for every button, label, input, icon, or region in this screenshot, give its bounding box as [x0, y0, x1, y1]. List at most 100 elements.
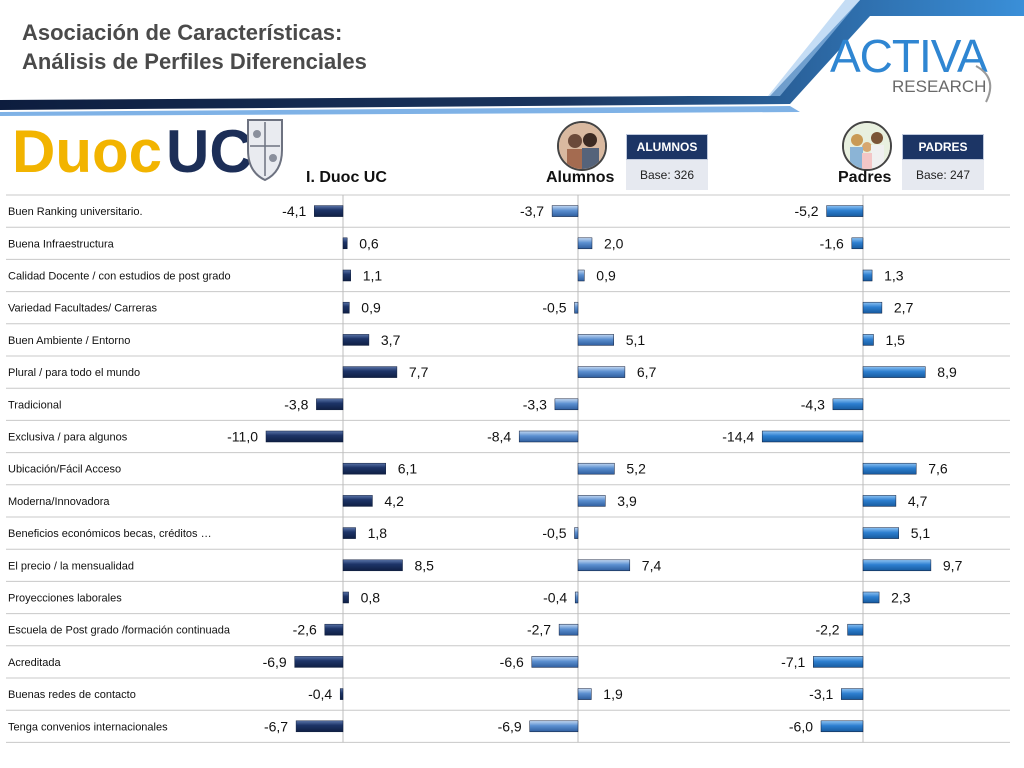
alumnos-bar: [577, 366, 626, 378]
alumnos-value-label: -3,7: [520, 203, 544, 219]
alumnos-bar: [554, 398, 579, 411]
padres-badge: PADRES Base: 247: [902, 134, 984, 190]
duoc-value-label: -6,7: [264, 718, 288, 734]
duoc-bar: [342, 462, 386, 475]
padres-value-label: -4,3: [801, 396, 825, 412]
category-label: Buen Ambiente / Entorno: [8, 335, 130, 347]
duoc-value-label: 7,7: [409, 364, 429, 380]
duoc-bar: [294, 656, 344, 668]
alumnos-bar: [529, 720, 579, 733]
alumnos-value-label: 1,9: [603, 686, 623, 702]
padres-bar: [847, 623, 864, 636]
alumnos-bar: [577, 269, 585, 282]
duoc-value-label: 1,1: [363, 268, 383, 284]
duoc-bar: [342, 495, 373, 507]
padres-bar: [862, 591, 880, 604]
duoc-value-label: -6,9: [263, 654, 287, 670]
padres-bar: [761, 430, 864, 443]
alumnos-value-label: -0,5: [542, 525, 566, 541]
padres-value-label: 1,3: [884, 268, 904, 284]
brand-logo-main: ACTIVA: [830, 30, 988, 82]
padres-bar: [826, 205, 864, 217]
duoc-value-label: 0,9: [361, 300, 381, 316]
padres-value-label: -14,4: [722, 429, 754, 445]
category-label: Exclusiva / para algunos: [8, 432, 128, 444]
category-label: Escuela de Post grado /formación continu…: [8, 625, 231, 637]
duoc-bar: [342, 269, 351, 282]
alumnos-bar: [574, 527, 579, 539]
duoc-value-label: 0,6: [359, 235, 379, 251]
alumnos-value-label: 5,2: [626, 461, 646, 477]
padres-value-label: 2,7: [894, 300, 914, 316]
duoc-value-label: 0,8: [361, 590, 381, 606]
padres-bar: [862, 495, 897, 507]
padres-value-label: -6,0: [789, 718, 813, 734]
padres-bar: [862, 301, 883, 314]
duoc-bar: [324, 623, 344, 636]
padres-value-label: -3,1: [809, 686, 833, 702]
padres-bar: [862, 334, 874, 346]
category-label: Acreditada: [8, 657, 61, 669]
alumnos-value-label: 5,1: [626, 332, 646, 348]
alumnos-bar: [551, 205, 579, 217]
alumnos-bar: [577, 559, 631, 572]
padres-value-label: 9,7: [943, 557, 963, 573]
category-label: Calidad Docente / con estudios de post g…: [8, 271, 231, 283]
crest-icon: [247, 119, 283, 182]
alumnos-bar: [574, 301, 579, 314]
duoc-value-label: 1,8: [368, 525, 388, 541]
alumnos-value-label: -3,3: [523, 396, 547, 412]
padres-bar: [813, 656, 864, 668]
padres-value-label: 1,5: [886, 332, 906, 348]
alumnos-bar: [531, 656, 579, 668]
page-title-line1: Asociación de Características:: [22, 20, 343, 45]
alumnos-value-label: -0,5: [542, 300, 566, 316]
alumnos-badge-base: Base: 326: [626, 160, 708, 190]
category-label: Beneficios económicos becas, créditos …: [8, 528, 212, 540]
alumnos-value-label: -2,7: [527, 622, 551, 638]
padres-bar: [862, 462, 917, 475]
padres-value-label: 5,1: [911, 525, 931, 541]
category-label: Plural / para todo el mundo: [8, 367, 140, 379]
duoc-value-label: 8,5: [415, 557, 435, 573]
category-label: El precio / la mensualidad: [8, 560, 134, 572]
duoc-bar: [342, 301, 350, 314]
padres-value-label: -1,6: [820, 235, 844, 251]
padres-value-label: 2,3: [891, 590, 911, 606]
duoc-value-label: -0,4: [308, 686, 332, 702]
duoc-value-label: 4,2: [384, 493, 404, 509]
header-band: [0, 0, 1024, 116]
duoc-value-label: -3,8: [284, 396, 308, 412]
duoc-logo-text-b: UC: [166, 118, 253, 182]
duoc-value-label: -11,0: [227, 429, 258, 445]
alumnos-bar: [577, 334, 614, 346]
alumnos-badge-title: ALUMNOS: [626, 134, 708, 160]
alumnos-photo: [557, 121, 607, 171]
alumnos-value-label: 7,4: [642, 557, 662, 573]
padres-bar: [820, 720, 864, 733]
duoc-bar: [316, 398, 344, 411]
duoc-bar: [265, 430, 344, 443]
padres-bar: [851, 237, 864, 250]
alumnos-value-label: 0,9: [596, 268, 616, 284]
duoc-column-header: I. Duoc UC: [306, 169, 387, 186]
alumnos-bar: [558, 623, 579, 636]
alumnos-bar: [577, 688, 592, 700]
duoc-bar: [342, 334, 370, 346]
category-label: Moderna/Innovadora: [8, 496, 110, 508]
padres-bar: [862, 527, 899, 539]
alumnos-value-label: 3,9: [617, 493, 637, 509]
alumnos-column-header: Alumnos: [546, 169, 615, 186]
padres-column-header: Padres: [838, 169, 892, 186]
padres-bar: [832, 398, 864, 411]
padres-photo: [842, 121, 892, 171]
category-label: Ubicación/Fácil Acceso: [8, 464, 121, 476]
alumnos-value-label: 6,7: [637, 364, 657, 380]
duoc-bar: [342, 591, 349, 604]
padres-value-label: 8,9: [937, 364, 957, 380]
alumnos-value-label: -6,6: [500, 654, 524, 670]
alumnos-bar: [518, 430, 579, 443]
padres-value-label: 7,6: [928, 461, 948, 477]
duoc-value-label: 6,1: [398, 461, 418, 477]
duoc-uc-logo: Duoc UC: [12, 118, 283, 182]
